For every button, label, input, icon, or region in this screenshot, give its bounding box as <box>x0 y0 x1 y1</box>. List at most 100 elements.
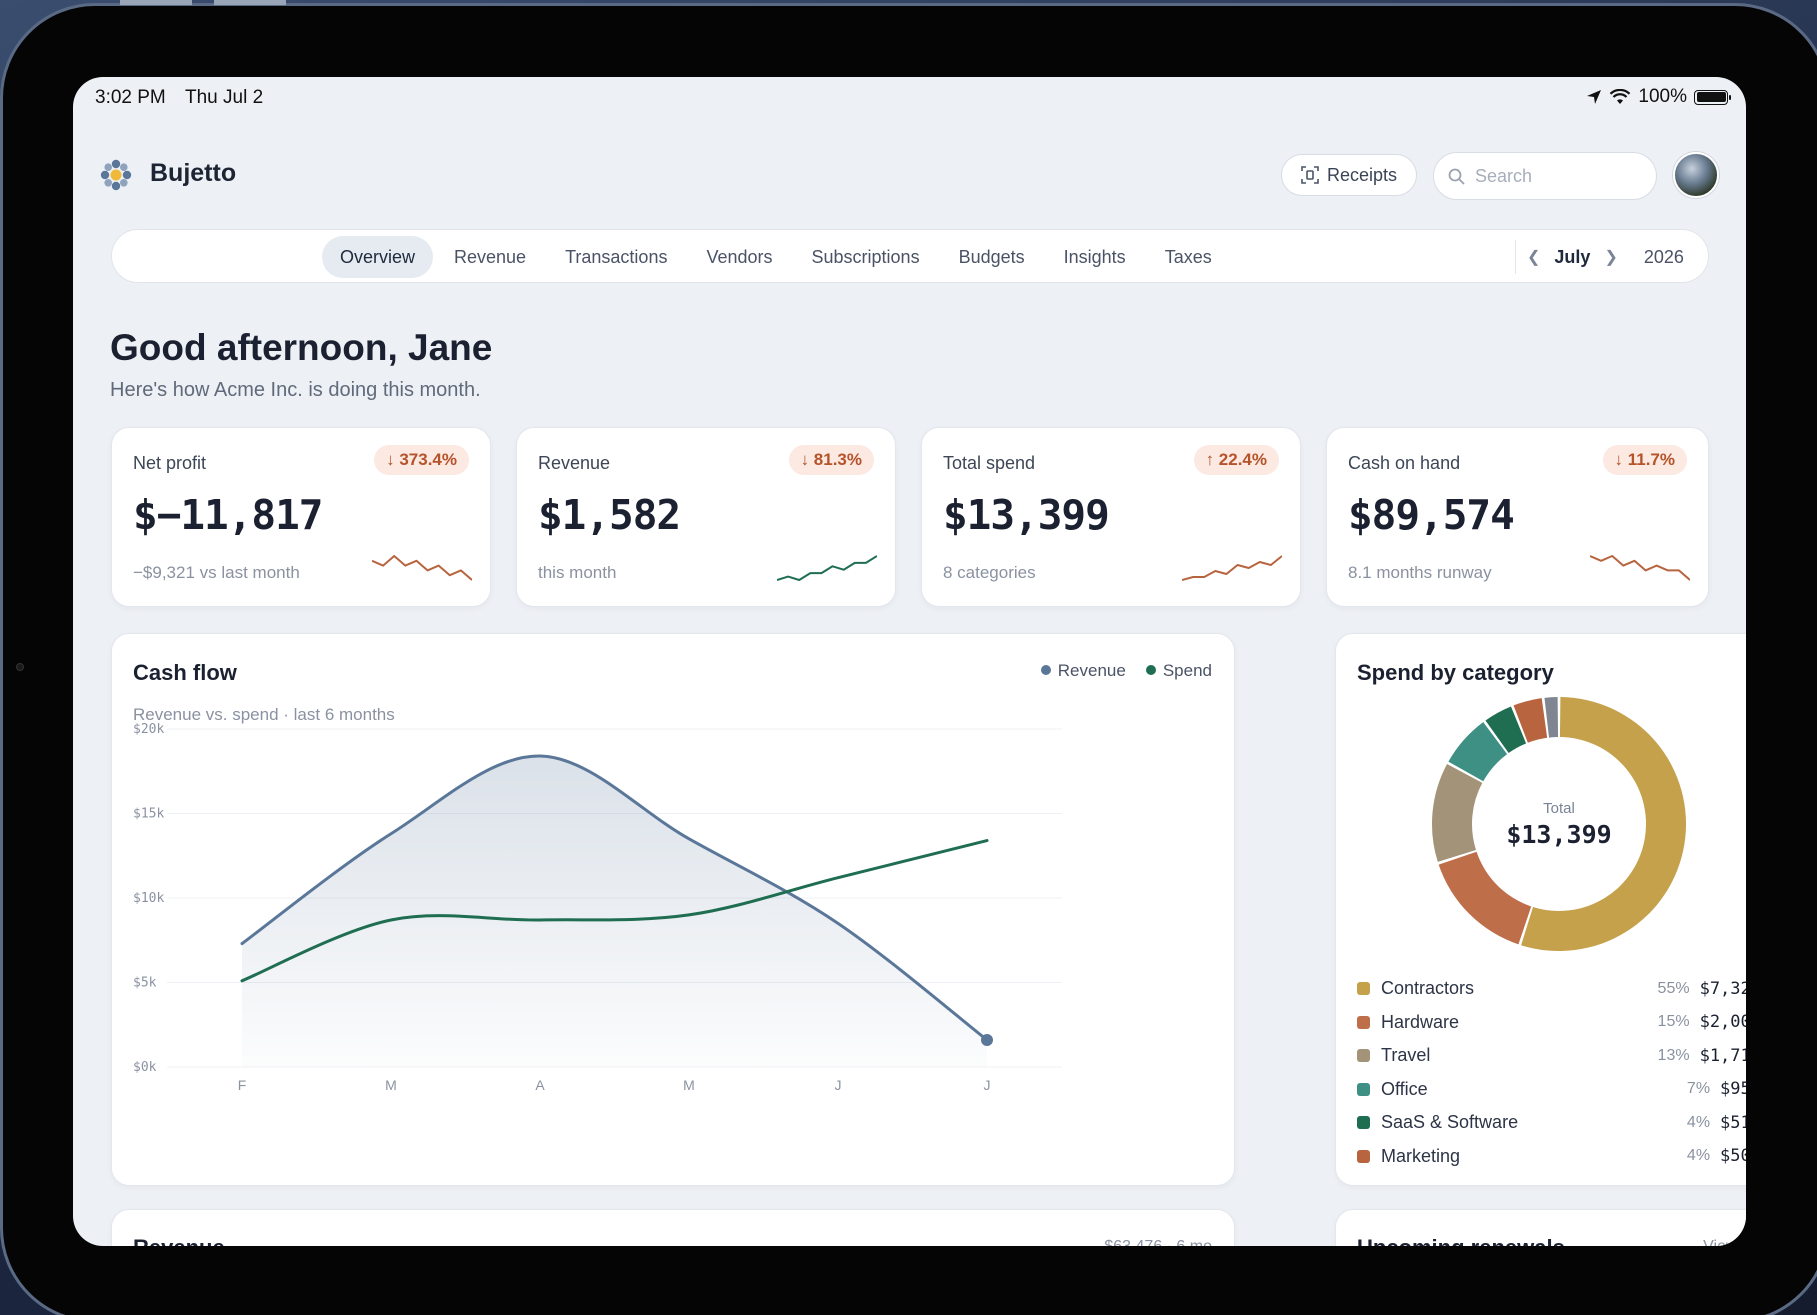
sparkline-line <box>1590 555 1690 581</box>
tab-transactions[interactable]: Transactions <box>565 246 668 267</box>
chevron-right-icon[interactable]: ❯ <box>1604 249 1618 266</box>
y-tick-label: $0k <box>133 1060 157 1075</box>
battery-icon <box>1694 89 1731 105</box>
legend-item-revenue: Revenue <box>1040 661 1126 681</box>
stat-label: Total spend <box>943 453 1036 473</box>
stat-footnote: 8 categories <box>943 563 1036 582</box>
stat-value: $89,574 <box>1348 491 1515 539</box>
stat-badge: ↓ 81.3% <box>788 445 874 475</box>
revenue-card-title: Revenue <box>133 1235 225 1246</box>
stat-label: Cash on hand <box>1348 453 1461 473</box>
spend-by-category-card: Spend by category Total $13,399 Contract… <box>1335 633 1746 1186</box>
donut-total-value: $13,399 <box>1506 820 1612 849</box>
stat-card-cash-on-hand[interactable]: Cash on hand ↓ 11.7% $89,574 8.1 months … <box>1326 427 1709 607</box>
greeting-title: Good afternoon, Jane <box>110 327 493 368</box>
x-tick-label: J <box>835 1077 842 1093</box>
donut-slice <box>1544 697 1559 738</box>
donut-slice <box>1485 706 1527 754</box>
revenue-card-meta: $63,476 · 6 mo <box>1104 1238 1212 1246</box>
receipts-label: Receipts <box>1326 164 1398 185</box>
revenue-area <box>242 756 987 1067</box>
upcoming-renewals-title: Upcoming renewals <box>1357 1235 1565 1246</box>
x-tick-label: M <box>683 1077 695 1093</box>
nav-bar: Overview Revenue Transactions Vendors Su… <box>111 229 1709 283</box>
x-tick-label: F <box>238 1077 247 1093</box>
status-bar: 3:02 PM Thu Jul 2 100% <box>73 77 1746 121</box>
spend-donut-chart <box>1432 697 1686 951</box>
x-tick-label: J <box>984 1077 991 1093</box>
stat-value: $−11,817 <box>133 491 323 539</box>
user-avatar[interactable] <box>1673 152 1719 198</box>
app-screen: 3:02 PM Thu Jul 2 100% Bujetto Receipts <box>73 77 1746 1246</box>
search-input[interactable] <box>1475 165 1625 187</box>
donut-slice <box>1432 764 1483 862</box>
nav-divider <box>1515 240 1516 274</box>
status-date: Thu Jul 2 <box>185 87 264 108</box>
greeting-subtitle: Here's how Acme Inc. is doing this month… <box>110 379 481 401</box>
tab-budgets[interactable]: Budgets <box>958 246 1025 267</box>
sparkline <box>372 555 472 581</box>
status-time: 3:02 PM <box>95 87 166 108</box>
series-line-spend <box>240 839 989 983</box>
y-tick-label: $20k <box>133 722 164 737</box>
legend-item-spend: Spend <box>1145 661 1212 681</box>
stat-badge: ↓ 11.7% <box>1602 445 1687 475</box>
revenue-card: Revenue $63,476 · 6 mo <box>111 1209 1235 1246</box>
stat-card-revenue[interactable]: Revenue ↓ 81.3% $1,582 this month <box>516 427 896 607</box>
stat-value: $1,582 <box>538 491 681 539</box>
x-tick-label: M <box>385 1077 397 1093</box>
logo-icon <box>100 159 132 191</box>
cash-flow-title: Cash flow <box>133 660 237 685</box>
view-all-link[interactable]: View all <box>1703 1238 1746 1246</box>
location-icon <box>1587 90 1602 104</box>
stat-footnote: this month <box>538 563 617 582</box>
sparkline-line <box>777 555 877 581</box>
top-strip <box>120 0 192 5</box>
tab-insights[interactable]: Insights <box>1063 246 1126 267</box>
tab-revenue[interactable]: Revenue <box>454 246 527 267</box>
wifi-icon <box>1610 89 1631 104</box>
tab-overview[interactable]: Overview <box>322 236 434 278</box>
cash-flow-subtitle: Revenue vs. spend · last 6 months <box>133 705 395 724</box>
search-field[interactable] <box>1433 152 1657 200</box>
chart-legend: Revenue Spend <box>1040 661 1212 681</box>
stat-footnote: 8.1 months runway <box>1348 563 1492 582</box>
data-point <box>981 1033 993 1046</box>
nav-tabs: Overview Revenue Transactions Vendors Su… <box>322 236 1233 278</box>
sparkline <box>1590 555 1690 581</box>
upcoming-renewals-card: Upcoming renewals View all <box>1335 1209 1746 1246</box>
year-label[interactable]: 2026 <box>1643 246 1684 267</box>
receipts-button[interactable]: Receipts <box>1281 154 1417 196</box>
app-name: Bujetto <box>150 159 237 187</box>
month-label[interactable]: July <box>1554 246 1591 267</box>
stat-label: Net profit <box>133 453 207 473</box>
x-tick-label: A <box>535 1077 545 1093</box>
donut-total-label: Total <box>1543 800 1575 817</box>
status-icons: 100% <box>1586 86 1731 108</box>
stat-card-total-spend[interactable]: Total spend ↑ 22.4% $13,399 8 categories <box>921 427 1301 607</box>
y-tick-label: $15k <box>133 807 164 822</box>
donut-slice <box>1513 698 1548 743</box>
chevron-left-icon[interactable]: ❮ <box>1527 249 1541 266</box>
sparkline-line <box>1182 555 1282 581</box>
sparkline <box>777 555 877 581</box>
tab-subscriptions[interactable]: Subscriptions <box>811 246 920 267</box>
cash-flow-card: $20k $15k $10k $5k $0k F M A M J J Cash flow Reven… <box>111 633 1235 1186</box>
spend-by-category-title: Spend by category <box>1357 660 1554 685</box>
tab-vendors[interactable]: Vendors <box>706 246 773 267</box>
sparkline-line <box>372 555 472 581</box>
series-line-revenue <box>240 754 989 1042</box>
scan-icon <box>1301 166 1319 184</box>
tab-taxes[interactable]: Taxes <box>1164 246 1212 267</box>
stat-card-net-profit[interactable]: Net profit ↓ 373.4% $−11,817 −$9,321 vs … <box>111 427 491 607</box>
y-tick-label: $5k <box>133 976 157 991</box>
stat-label: Revenue <box>538 453 611 473</box>
stat-badge: ↓ 373.4% <box>374 445 469 475</box>
